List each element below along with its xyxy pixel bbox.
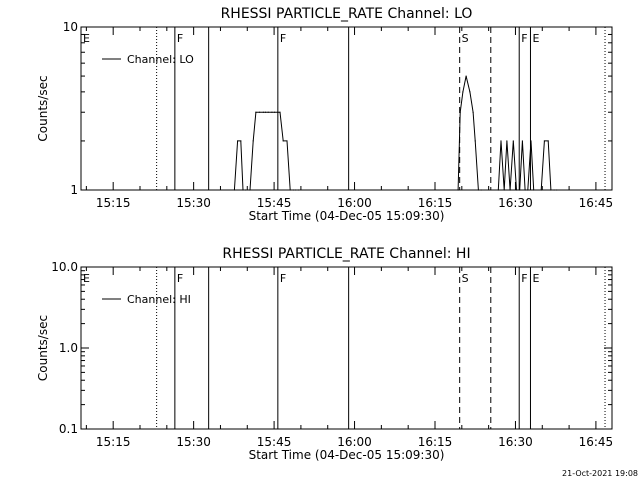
data-point — [509, 189, 511, 191]
data-point — [519, 189, 521, 191]
data-point — [477, 189, 480, 191]
event-marker-label: S — [462, 32, 469, 45]
data-point — [289, 189, 291, 191]
x-tick-label: 16:15 — [418, 435, 453, 449]
data-point — [556, 189, 558, 191]
data-point — [274, 111, 276, 113]
data-point — [480, 189, 482, 191]
event-marker-label: F — [521, 272, 527, 285]
data-point — [527, 189, 529, 191]
x-tick-label: 16:15 — [418, 196, 453, 210]
x-tick-label: 15:15 — [96, 435, 131, 449]
data-point — [497, 189, 499, 191]
plot-frame — [80, 266, 613, 430]
event-marker-label: F — [280, 272, 286, 285]
data-point — [279, 111, 281, 113]
data-point — [465, 75, 467, 77]
data-point — [277, 111, 279, 113]
chart-title: RHESSI PARTICLE_RATE Channel: LO — [221, 6, 473, 22]
data-point — [553, 189, 555, 191]
series-line — [233, 75, 557, 191]
data-point — [512, 140, 514, 142]
data-point — [240, 140, 242, 142]
x-tick-label: 16:30 — [498, 196, 533, 210]
x-axis-label: Start Time (04-Dec-05 15:09:30) — [249, 209, 445, 223]
data-point — [233, 189, 235, 191]
x-tick-label: 16:45 — [579, 196, 614, 210]
event-marker-label: F — [177, 272, 183, 285]
data-point — [540, 189, 542, 191]
x-tick-label: 15:15 — [96, 196, 131, 210]
event-marker-label: S — [462, 272, 469, 285]
event-marker-label: F — [280, 32, 286, 45]
data-point — [262, 111, 264, 113]
legend-label: Channel: HI — [127, 293, 191, 306]
data-point — [462, 91, 464, 93]
data-point — [249, 189, 251, 191]
y-tick-label: 1 — [70, 183, 78, 197]
data-point — [533, 189, 535, 191]
data-point — [472, 111, 474, 113]
data-point — [252, 140, 254, 142]
data-point — [515, 189, 518, 191]
data-point — [530, 140, 532, 142]
data-point — [550, 189, 552, 191]
data-point — [282, 140, 284, 142]
data-point — [474, 140, 476, 142]
y-tick-label: 10.0 — [51, 260, 78, 274]
y-axis-label: Counts/sec — [36, 315, 50, 381]
event-marker-label: F — [521, 32, 527, 45]
x-tick-label: 16:00 — [337, 435, 372, 449]
y-tick-label: 1.0 — [59, 341, 78, 355]
data-point — [547, 140, 549, 142]
x-tick-label: 16:00 — [337, 196, 372, 210]
data-point — [524, 189, 526, 191]
chart-title: RHESSI PARTICLE_RATE Channel: HI — [222, 246, 470, 262]
x-axis-label: Start Time (04-Dec-05 15:09:30) — [249, 448, 445, 462]
x-tick-label: 15:30 — [176, 435, 211, 449]
data-point — [469, 91, 471, 93]
data-point — [294, 189, 297, 191]
data-point — [242, 189, 244, 191]
data-point — [500, 140, 502, 142]
data-point — [255, 111, 257, 113]
data-point — [459, 111, 461, 113]
legend-label: Channel: LO — [127, 53, 194, 66]
event-marker-label: E — [532, 32, 539, 45]
data-point — [259, 111, 261, 113]
data-point — [298, 189, 300, 191]
y-axis-label: Counts/sec — [36, 75, 50, 141]
data-point — [457, 189, 459, 191]
x-tick-label: 15:45 — [257, 196, 292, 210]
footer-timestamp: 21-Oct-2021 19:08 — [562, 469, 638, 478]
x-tick-label: 15:45 — [257, 435, 292, 449]
data-point — [506, 140, 508, 142]
event-marker-label: E — [83, 32, 90, 45]
event-marker-label: E — [532, 272, 539, 285]
y-tick-label: 10 — [63, 20, 78, 34]
x-tick-label: 16:30 — [498, 435, 533, 449]
data-point — [267, 111, 269, 113]
y-tick-label: 0.1 — [59, 422, 78, 436]
data-point — [503, 189, 505, 191]
data-point — [264, 111, 267, 113]
x-tick-label: 15:30 — [176, 196, 211, 210]
event-marker-label: E — [83, 272, 90, 285]
data-point — [271, 111, 273, 113]
data-point — [286, 140, 288, 142]
data-point — [543, 140, 546, 142]
data-point — [237, 140, 239, 142]
data-point — [292, 189, 294, 191]
data-point — [245, 189, 247, 191]
data-point — [521, 140, 524, 142]
event-marker-label: F — [177, 32, 183, 45]
x-tick-label: 16:45 — [579, 435, 614, 449]
